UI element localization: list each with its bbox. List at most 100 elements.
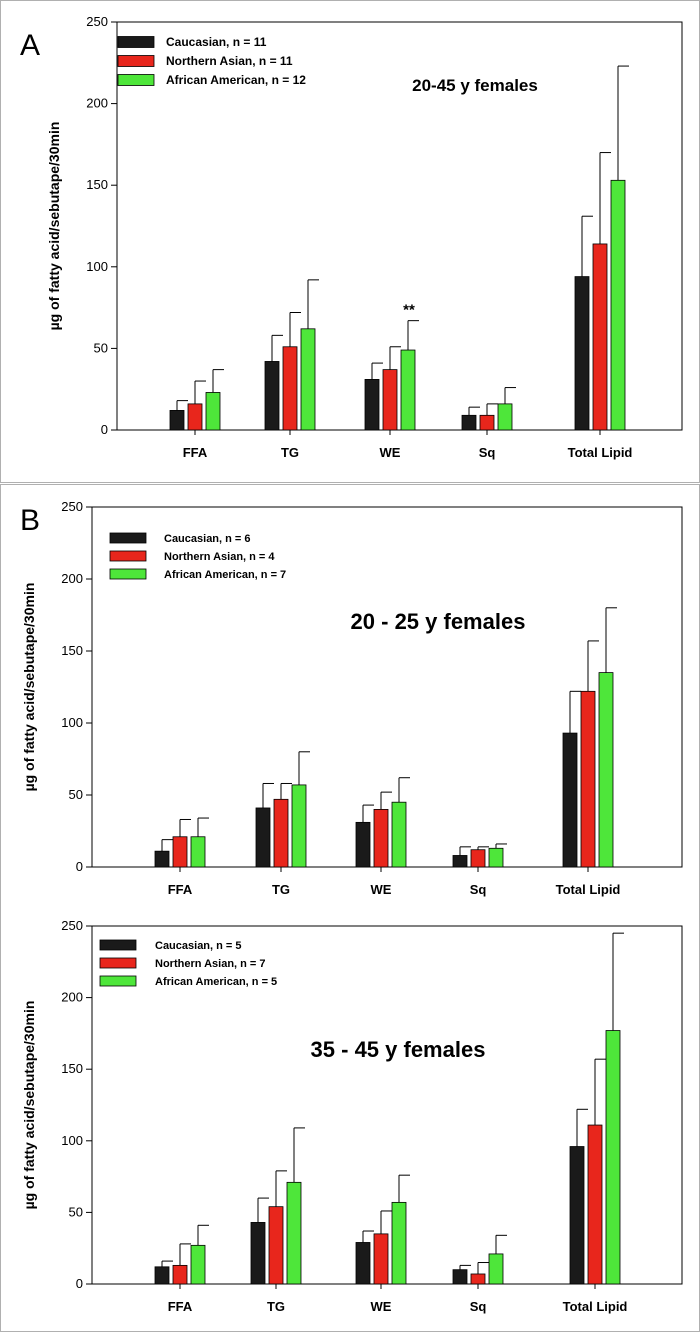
bar <box>452 1269 468 1285</box>
legend-entry: Caucasian, n = 5 <box>155 940 242 952</box>
x-tick-label: FFA <box>168 882 193 897</box>
x-tick-label: Sq <box>479 445 496 460</box>
panel-label: A <box>20 29 40 62</box>
x-tick-label: Sq <box>470 1299 487 1314</box>
bar <box>250 1222 266 1285</box>
x-tick-label: Total Lipid <box>563 1299 628 1314</box>
bar <box>470 849 486 868</box>
x-tick-label: WE <box>371 882 392 897</box>
y-tick-label: 100 <box>86 259 108 274</box>
bar <box>592 243 608 431</box>
bar <box>273 798 289 868</box>
chart-title: 20 - 25 y females <box>351 609 526 634</box>
bar <box>286 1181 302 1285</box>
y-tick-label: 0 <box>101 422 108 437</box>
chart-title: 35 - 45 y females <box>311 1037 486 1062</box>
x-tick-label: FFA <box>168 1299 193 1314</box>
chart-title: 20-45 y females <box>412 76 538 95</box>
bar <box>479 414 495 431</box>
y-tick-label: 150 <box>61 643 83 658</box>
y-axis-label: µg of fatty acid/sebutape/30min <box>21 1001 37 1210</box>
y-tick-label: 100 <box>61 1133 83 1148</box>
bar <box>569 1146 585 1285</box>
bar <box>574 276 590 431</box>
bar <box>255 807 271 868</box>
significance-annotation: ** <box>403 302 415 319</box>
legend-entry: Northern Asian, n = 11 <box>166 54 293 68</box>
y-tick-label: 150 <box>61 1061 83 1076</box>
x-tick-label: WE <box>380 445 401 460</box>
legend-swatch <box>109 550 147 562</box>
y-tick-label: 0 <box>76 1276 83 1291</box>
legend: Caucasian, n = 11 Northern Asian, n = 11 A… <box>117 35 306 87</box>
y-axis-label: µg of fatty acid/sebutape/30min <box>46 122 62 331</box>
y-tick-label: 250 <box>86 14 108 29</box>
y-tick-label: 50 <box>94 340 108 355</box>
bar <box>154 1266 170 1285</box>
bar <box>605 1030 621 1285</box>
x-tick-label: FFA <box>183 445 208 460</box>
bar <box>291 784 307 868</box>
bar <box>205 392 221 431</box>
bar <box>400 349 416 431</box>
bar <box>172 1264 188 1285</box>
legend-swatch <box>109 568 147 580</box>
bar <box>610 179 626 431</box>
y-tick-label: 150 <box>86 177 108 192</box>
bar <box>461 414 477 431</box>
x-tick-label: Sq <box>470 882 487 897</box>
y-axis-label: µg of fatty acid/sebutape/30min <box>21 583 37 792</box>
bar <box>391 801 407 868</box>
bar <box>268 1206 284 1285</box>
y-tick-label: 250 <box>61 918 83 933</box>
legend-swatch <box>109 532 147 544</box>
bar <box>373 809 389 868</box>
legend-swatch <box>117 55 155 67</box>
legend-entry: Northern Asian, n = 4 <box>164 551 275 563</box>
bar <box>264 361 280 431</box>
bar <box>172 836 188 868</box>
bar <box>364 379 380 431</box>
x-tick-label: Total Lipid <box>556 882 621 897</box>
x-tick-label: TG <box>281 445 299 460</box>
bar <box>190 836 206 868</box>
bar <box>382 369 398 431</box>
chart-1: 0 50 100 150 200 250 µg of fatty acid/sebutape… <box>20 14 683 460</box>
bar <box>187 403 203 431</box>
legend: Caucasian, n = 6 Northern Asian, n = 4 Afr… <box>109 532 286 581</box>
bar <box>190 1244 206 1285</box>
bar <box>154 850 170 868</box>
bar <box>452 855 468 868</box>
legend-entry: African American, n = 12 <box>166 73 306 87</box>
bar <box>169 410 185 431</box>
y-tick-label: 200 <box>61 990 83 1005</box>
y-tick-label: 200 <box>61 571 83 586</box>
bar <box>391 1201 407 1285</box>
chart-2: 0 50 100 150 200 250 µg of fatty acid/sebutape… <box>20 499 683 897</box>
y-tick-label: 0 <box>76 859 83 874</box>
x-tick-label: Total Lipid <box>568 445 633 460</box>
x-tick-label: TG <box>267 1299 285 1314</box>
legend-swatch <box>117 36 155 48</box>
legend-entry: Caucasian, n = 6 <box>164 533 251 545</box>
bar <box>282 346 298 431</box>
bar <box>562 732 578 868</box>
y-tick-label: 250 <box>61 499 83 514</box>
chart-3: 0 50 100 150 200 250 µg of fatty acid/sebutape… <box>21 918 683 1314</box>
bar <box>598 672 614 868</box>
legend: Caucasian, n = 5 Northern Asian, n = 7 Afr… <box>99 939 277 988</box>
legend-entry: African American, n = 7 <box>164 569 286 581</box>
legend-swatch <box>99 975 137 987</box>
bar <box>488 1253 504 1285</box>
bar <box>497 403 513 431</box>
legend-entry: African American, n = 5 <box>155 976 277 988</box>
y-tick-label: 50 <box>69 787 83 802</box>
bar <box>300 328 316 431</box>
bar <box>355 821 371 868</box>
legend-swatch <box>99 939 137 951</box>
plot-frame <box>116 21 683 431</box>
legend-entry: Caucasian, n = 11 <box>166 35 267 49</box>
y-tick-label: 100 <box>61 715 83 730</box>
